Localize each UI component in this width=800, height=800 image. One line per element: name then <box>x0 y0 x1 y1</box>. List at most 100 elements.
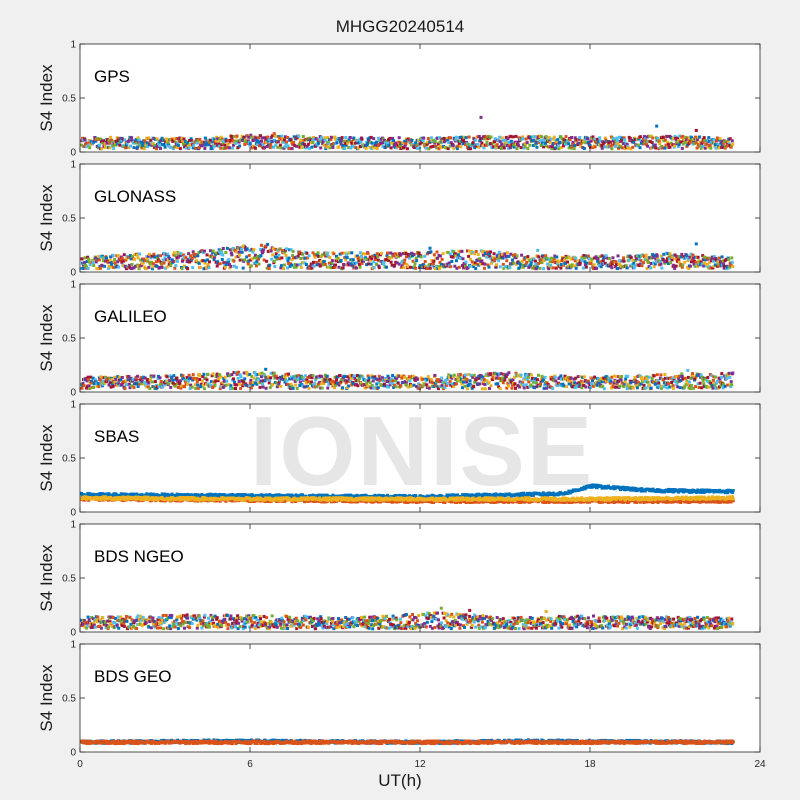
data-point <box>232 377 235 381</box>
data-point <box>646 144 650 148</box>
data-point <box>625 266 629 270</box>
data-point <box>305 251 309 255</box>
data-point <box>127 375 131 378</box>
data-point <box>699 373 703 377</box>
data-point <box>327 142 331 146</box>
data-point <box>351 144 355 148</box>
data-point <box>566 491 570 495</box>
data-point <box>669 141 673 145</box>
data-point <box>257 377 260 381</box>
data-point <box>556 144 560 147</box>
data-point <box>145 378 149 382</box>
data-point <box>307 386 311 390</box>
data-point <box>139 144 143 148</box>
data-point <box>500 376 504 380</box>
data-point <box>634 384 638 388</box>
data-point <box>228 266 232 270</box>
data-point <box>569 376 573 380</box>
data-point <box>367 379 371 383</box>
data-point <box>413 144 417 148</box>
data-point <box>296 254 300 258</box>
data-point <box>149 256 153 260</box>
data-point <box>269 143 273 146</box>
data-point <box>514 371 518 375</box>
data-point <box>678 255 682 258</box>
data-point <box>292 141 296 144</box>
data-point <box>428 266 432 270</box>
data-point <box>460 382 464 386</box>
data-point <box>234 371 238 374</box>
data-point <box>397 262 401 266</box>
data-point <box>541 141 544 145</box>
data-point <box>124 267 128 271</box>
data-point <box>497 377 501 381</box>
data-point <box>90 379 94 383</box>
data-point <box>433 381 437 385</box>
data-point <box>489 135 493 139</box>
data-point <box>221 141 225 145</box>
data-point <box>190 141 194 145</box>
data-point <box>275 255 279 259</box>
data-point <box>495 143 499 147</box>
data-point <box>357 259 361 263</box>
data-point <box>421 377 425 381</box>
data-point <box>237 140 241 144</box>
data-point <box>511 135 515 139</box>
data-point <box>431 262 435 266</box>
data-point <box>713 143 717 147</box>
data-point <box>543 375 547 379</box>
data-point <box>711 386 715 390</box>
data-point <box>384 377 387 380</box>
data-point <box>252 376 256 380</box>
data-point <box>281 374 285 378</box>
data-point <box>178 254 182 258</box>
panel-label: GPS <box>94 67 130 86</box>
data-point <box>507 254 511 258</box>
data-point <box>399 374 403 378</box>
data-point <box>142 147 146 151</box>
data-point <box>600 380 604 384</box>
data-point <box>399 253 403 257</box>
data-point <box>448 252 452 256</box>
data-point <box>723 264 727 268</box>
data-point <box>440 257 444 261</box>
data-point <box>240 379 244 383</box>
data-point <box>651 136 655 140</box>
data-point <box>366 251 370 255</box>
data-point <box>713 144 717 148</box>
y-tick-label: 0.5 <box>62 334 76 345</box>
data-point <box>397 374 401 378</box>
data-point <box>269 376 273 380</box>
data-point <box>481 253 485 257</box>
data-point <box>642 383 646 387</box>
data-point <box>525 260 529 264</box>
data-point <box>719 261 723 265</box>
data-point <box>516 492 520 496</box>
data-point <box>232 247 235 250</box>
data-point <box>261 250 265 253</box>
data-point <box>553 254 557 258</box>
data-point <box>268 146 272 150</box>
data-point <box>582 375 586 379</box>
data-point <box>138 252 142 256</box>
data-point <box>364 378 368 382</box>
data-point <box>493 257 497 261</box>
data-point <box>391 379 395 383</box>
data-point <box>683 260 687 264</box>
data-point <box>533 135 537 139</box>
data-point <box>301 142 305 145</box>
data-point <box>316 251 320 255</box>
data-point <box>110 138 114 142</box>
data-point <box>169 145 173 149</box>
data-point <box>345 386 349 390</box>
data-point <box>321 377 325 381</box>
data-point <box>360 254 363 258</box>
data-point <box>86 384 90 388</box>
data-point <box>123 264 127 268</box>
data-point <box>655 254 659 258</box>
data-point <box>592 263 596 267</box>
data-point <box>196 386 200 390</box>
data-point <box>290 263 294 267</box>
data-point <box>440 376 444 380</box>
data-point <box>454 259 458 263</box>
